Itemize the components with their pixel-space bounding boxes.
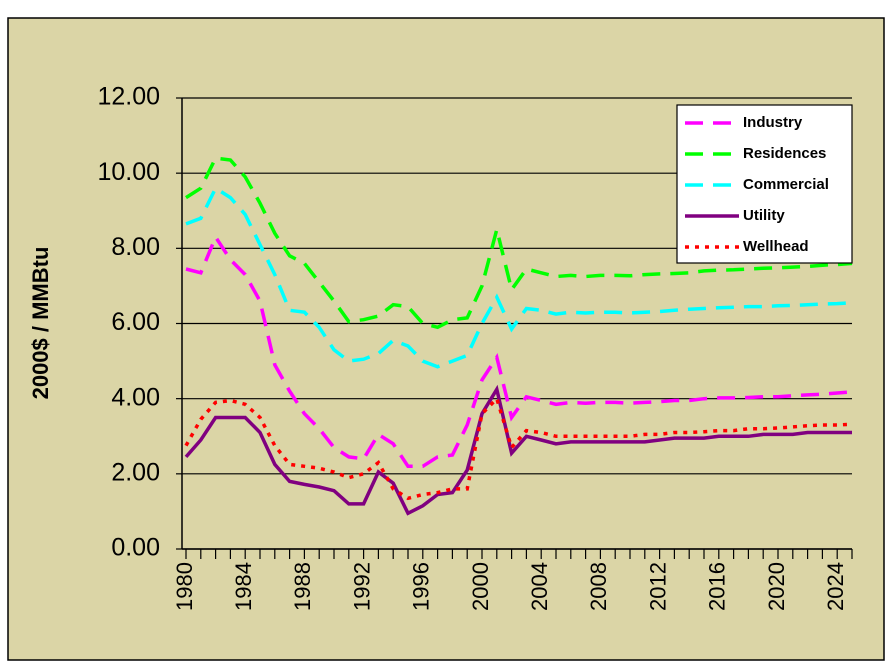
legend-label: Commercial xyxy=(743,176,829,193)
y-tick-label: 8.00 xyxy=(111,233,160,261)
y-tick-label: 4.00 xyxy=(111,383,160,411)
x-tick-label: 1988 xyxy=(290,562,315,611)
x-tick-label: 1996 xyxy=(409,562,434,611)
x-tick-label: 2016 xyxy=(705,562,730,611)
y-tick-label: 0.00 xyxy=(111,534,160,562)
y-tick-label: 10.00 xyxy=(97,158,160,186)
series-line xyxy=(184,384,852,516)
legend-box xyxy=(676,104,853,264)
y-tick-label: 12.00 xyxy=(97,83,160,111)
x-tick-label: 1992 xyxy=(349,562,374,611)
y-tick-label: 2.00 xyxy=(111,458,160,486)
x-tick-label: 2020 xyxy=(764,562,789,611)
x-tick-label: 1984 xyxy=(231,562,256,611)
y-axis-label: 2000$ / MMBtu xyxy=(28,247,53,400)
x-tick-label: 2000 xyxy=(468,562,493,611)
legend-label: Utility xyxy=(743,207,785,224)
x-tick-label: 2008 xyxy=(586,562,611,611)
series-line xyxy=(184,395,853,501)
legend-label: Industry xyxy=(743,114,803,131)
legend-label: Wellhead xyxy=(743,238,809,255)
legend-label: Residences xyxy=(743,145,826,162)
x-tick-label: 1980 xyxy=(172,562,197,611)
x-tick-label: 2012 xyxy=(645,562,670,611)
y-tick-label: 6.00 xyxy=(111,308,160,336)
series-line xyxy=(185,185,853,369)
series-line xyxy=(185,233,853,469)
series-line xyxy=(185,156,853,330)
x-tick-label: 2024 xyxy=(823,562,848,611)
x-tick-label: 2004 xyxy=(527,562,552,611)
